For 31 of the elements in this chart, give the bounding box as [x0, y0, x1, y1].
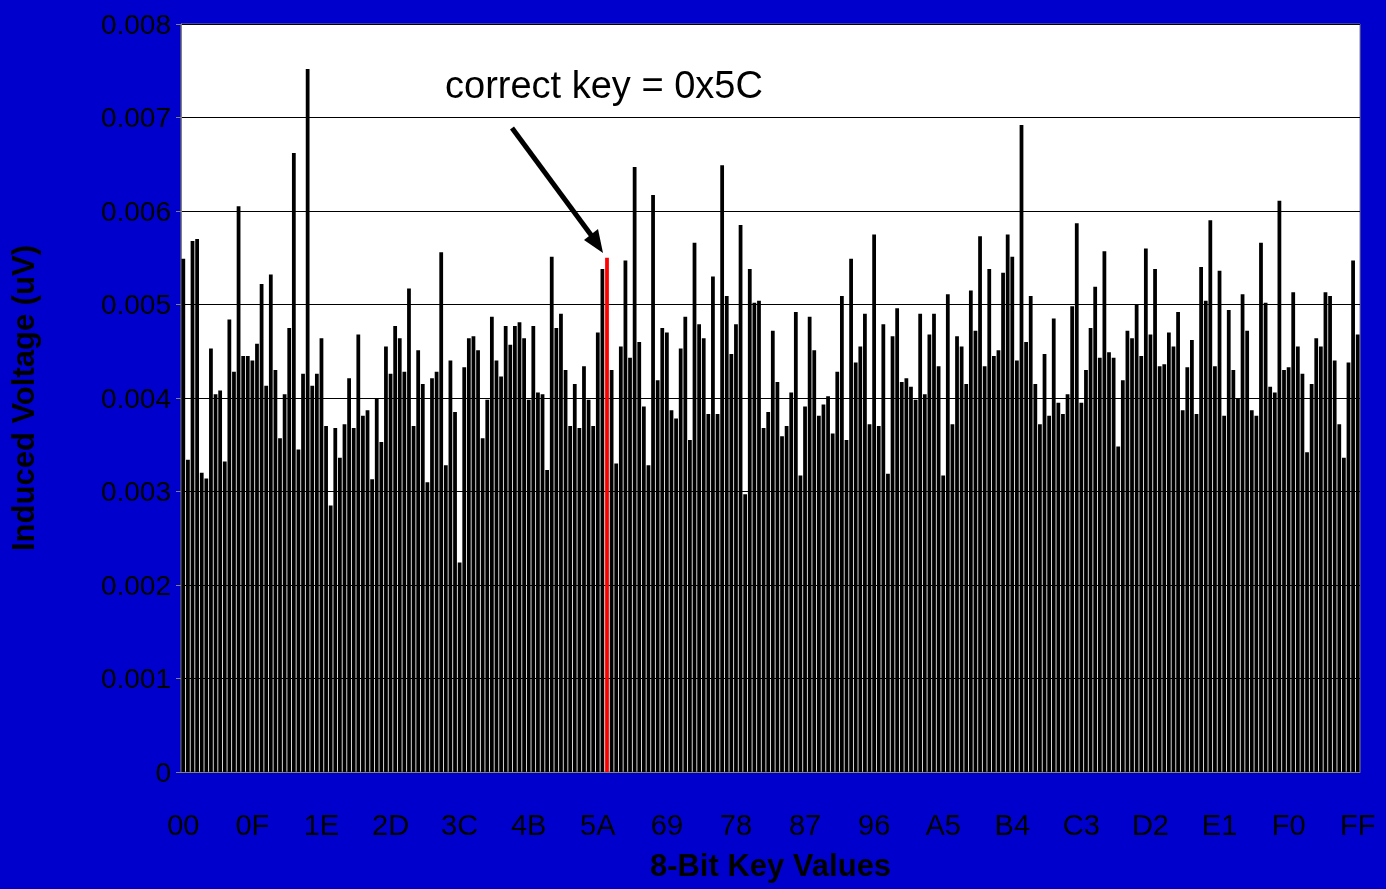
x-tick-label: F0	[1271, 808, 1306, 841]
x-tick-label: FF	[1339, 808, 1376, 841]
y-axis-title: Induced Voltage (uV)	[6, 245, 41, 551]
x-tick-label: A5	[925, 808, 961, 841]
y-tick-label: 0.002	[100, 569, 171, 601]
x-tick-label: B4	[994, 808, 1031, 841]
y-tick-label: 0.007	[100, 102, 171, 133]
y-tick-label: 0	[155, 756, 171, 788]
x-tick-label: 3C	[441, 808, 479, 841]
x-tick-label: 0F	[235, 808, 270, 841]
y-tick-label: 0.006	[100, 195, 171, 227]
x-tick-label: E1	[1201, 808, 1238, 841]
y-tick-label: 0.003	[100, 476, 171, 507]
y-tick-label: 0.005	[100, 289, 171, 320]
x-tick-label: 5A	[580, 808, 617, 841]
x-tick-label: D2	[1131, 808, 1169, 841]
annotation: correct key = 0x5C	[445, 64, 763, 106]
bar	[605, 257, 609, 772]
x-tick-label: 96	[857, 808, 891, 841]
x-tick-label: 87	[788, 808, 822, 841]
y-tick-label: 0.008	[100, 8, 171, 40]
x-tick-label: 00	[167, 808, 200, 841]
y-tick-label: 0.001	[100, 663, 171, 694]
y-tick-label: 0.004	[100, 382, 171, 414]
x-tick-label: 69	[650, 808, 684, 841]
x-tick-label: 2D	[372, 808, 410, 841]
x-tick-label: 4B	[510, 808, 547, 841]
x-axis-title: 8-Bit Key Values	[649, 848, 892, 883]
x-tick-label: 78	[719, 808, 753, 841]
x-tick-label: 1E	[303, 808, 340, 841]
x-tick-label: C3	[1062, 808, 1100, 841]
